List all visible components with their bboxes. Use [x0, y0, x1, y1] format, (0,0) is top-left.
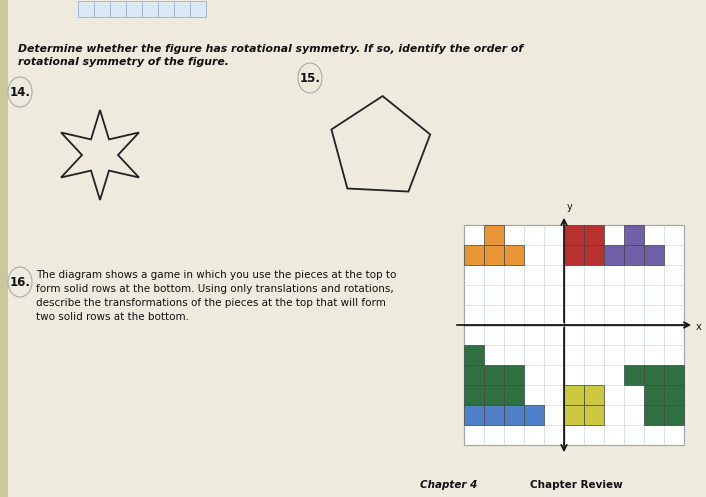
- Bar: [484, 225, 504, 245]
- Bar: [644, 245, 664, 265]
- Bar: [604, 245, 624, 265]
- Text: y: y: [567, 202, 573, 212]
- Bar: [464, 405, 484, 425]
- Bar: [464, 245, 484, 265]
- Text: 14.: 14.: [9, 85, 30, 98]
- Bar: [664, 405, 684, 425]
- Bar: [624, 365, 644, 385]
- Bar: [504, 385, 524, 405]
- Bar: [484, 385, 504, 405]
- Bar: [644, 365, 664, 385]
- Bar: [564, 225, 584, 245]
- Text: x: x: [696, 322, 702, 332]
- Text: Chapter Review: Chapter Review: [530, 480, 623, 490]
- Bar: [464, 225, 684, 445]
- Bar: [644, 405, 664, 425]
- Bar: [564, 245, 584, 265]
- Text: Determine whether the figure has rotational symmetry. If so, identify the order : Determine whether the figure has rotatio…: [18, 44, 523, 54]
- Bar: [464, 385, 484, 405]
- Bar: [94, 1, 110, 17]
- Bar: [664, 385, 684, 405]
- Text: 16.: 16.: [9, 275, 30, 288]
- Bar: [504, 365, 524, 385]
- Text: rotational symmetry of the figure.: rotational symmetry of the figure.: [18, 57, 229, 67]
- Text: The diagram shows a game in which you use the pieces at the top to
form solid ro: The diagram shows a game in which you us…: [36, 270, 396, 322]
- Bar: [158, 1, 174, 17]
- Bar: [464, 345, 484, 365]
- Bar: [584, 225, 604, 245]
- Bar: [644, 385, 664, 405]
- Bar: [190, 1, 206, 17]
- Bar: [584, 385, 604, 405]
- Text: Chapter 4: Chapter 4: [420, 480, 477, 490]
- Bar: [524, 405, 544, 425]
- Bar: [564, 405, 584, 425]
- Bar: [464, 365, 484, 385]
- Bar: [126, 1, 142, 17]
- Bar: [484, 405, 504, 425]
- Bar: [142, 1, 158, 17]
- Bar: [624, 245, 644, 265]
- Text: 15.: 15.: [299, 72, 321, 84]
- Bar: [504, 245, 524, 265]
- Bar: [584, 245, 604, 265]
- Bar: [484, 245, 504, 265]
- Bar: [110, 1, 126, 17]
- Bar: [504, 405, 524, 425]
- Bar: [664, 365, 684, 385]
- Bar: [564, 385, 584, 405]
- Bar: [174, 1, 190, 17]
- Bar: [484, 365, 504, 385]
- Bar: [584, 405, 604, 425]
- Bar: [624, 225, 644, 245]
- Bar: [78, 1, 94, 17]
